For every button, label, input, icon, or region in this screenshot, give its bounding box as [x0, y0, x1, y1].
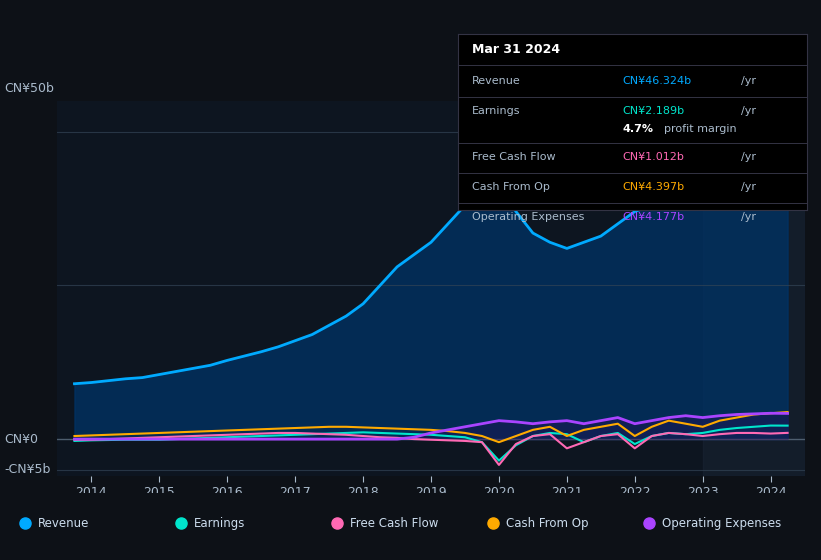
- Text: CN¥4.177b: CN¥4.177b: [622, 212, 684, 222]
- Text: 4.7%: 4.7%: [622, 124, 654, 134]
- Text: CN¥1.012b: CN¥1.012b: [622, 152, 684, 162]
- Text: -CN¥5b: -CN¥5b: [4, 463, 50, 477]
- Text: Free Cash Flow: Free Cash Flow: [350, 516, 438, 530]
- Text: CN¥46.324b: CN¥46.324b: [622, 76, 691, 86]
- Text: Earnings: Earnings: [194, 516, 245, 530]
- Text: Earnings: Earnings: [472, 106, 521, 116]
- Text: CN¥4.397b: CN¥4.397b: [622, 182, 684, 192]
- Bar: [703, 101, 805, 476]
- Text: Revenue: Revenue: [472, 76, 521, 86]
- Text: CN¥2.189b: CN¥2.189b: [622, 106, 684, 116]
- Text: CN¥0: CN¥0: [4, 432, 38, 446]
- Text: Cash From Op: Cash From Op: [472, 182, 550, 192]
- Text: /yr: /yr: [741, 152, 756, 162]
- Text: profit margin: profit margin: [664, 124, 736, 134]
- Text: Revenue: Revenue: [38, 516, 89, 530]
- Text: /yr: /yr: [741, 106, 756, 116]
- Text: Operating Expenses: Operating Expenses: [472, 212, 585, 222]
- Text: Cash From Op: Cash From Op: [506, 516, 588, 530]
- Text: /yr: /yr: [741, 76, 756, 86]
- Text: Free Cash Flow: Free Cash Flow: [472, 152, 556, 162]
- Text: Operating Expenses: Operating Expenses: [662, 516, 781, 530]
- Text: /yr: /yr: [741, 212, 756, 222]
- Text: CN¥50b: CN¥50b: [4, 82, 54, 95]
- Text: /yr: /yr: [741, 182, 756, 192]
- Text: Mar 31 2024: Mar 31 2024: [472, 43, 560, 56]
